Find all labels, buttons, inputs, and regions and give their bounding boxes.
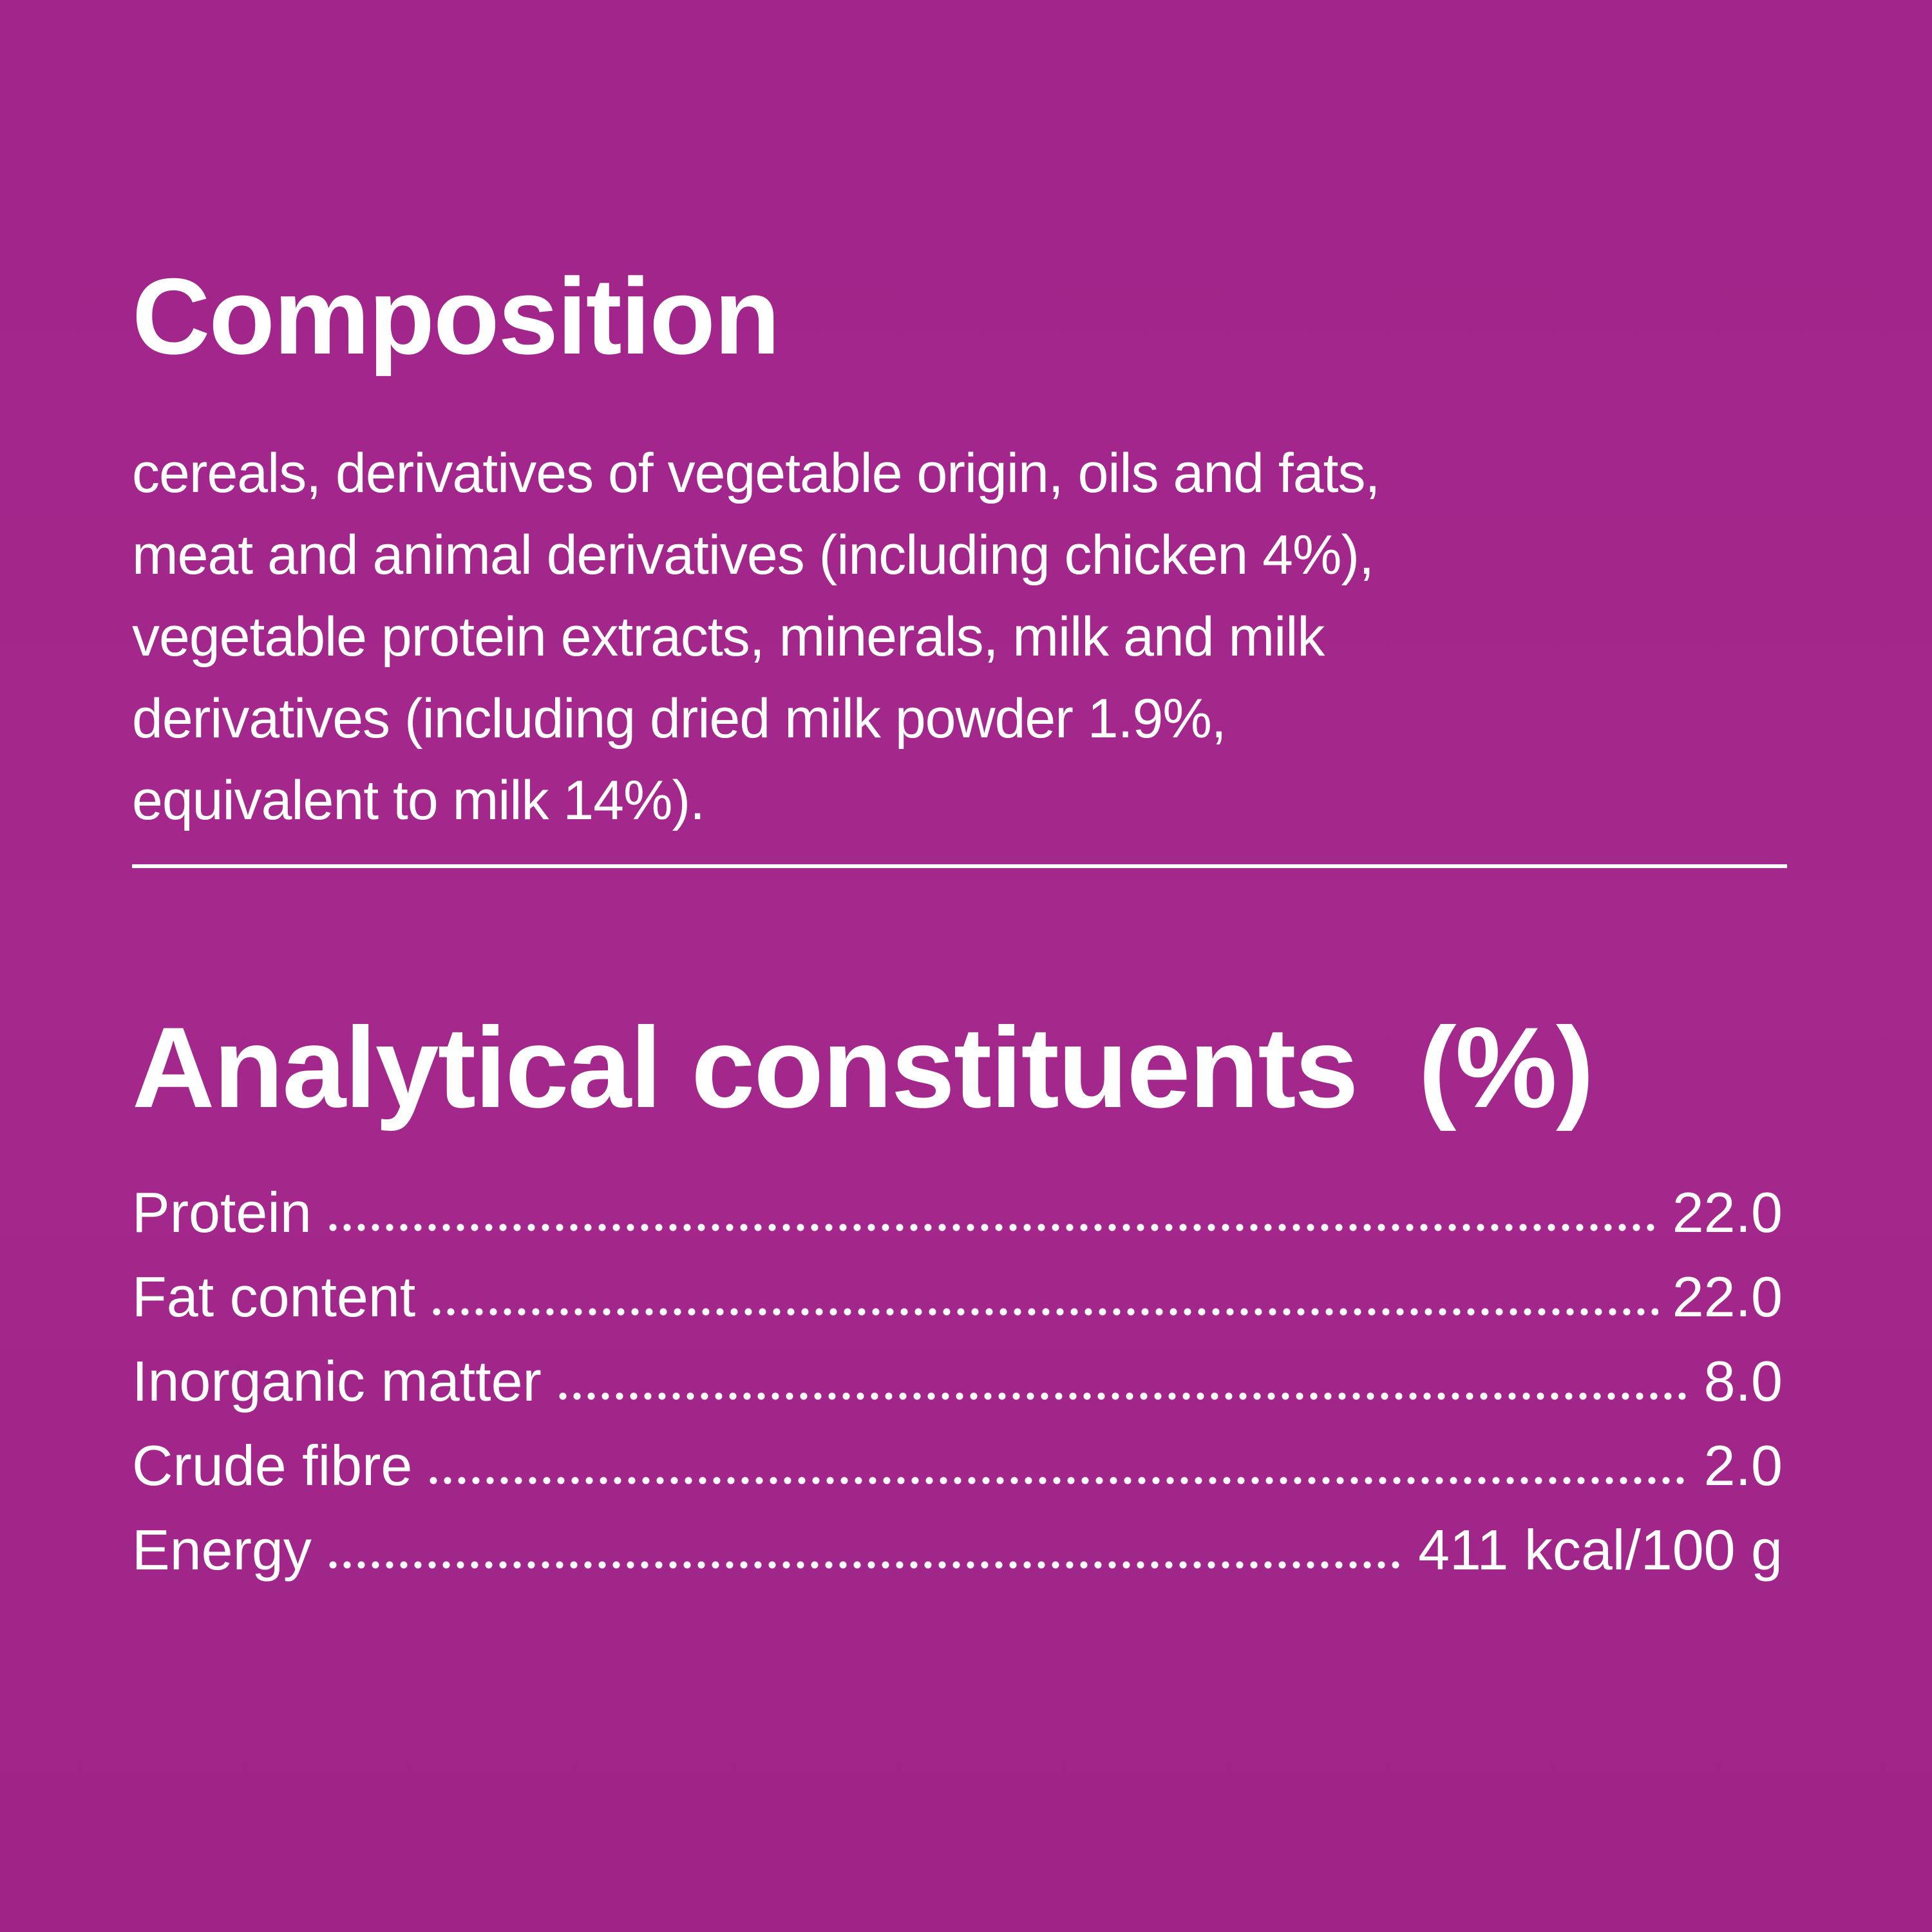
dot-leader [555, 1392, 1690, 1401]
composition-line: cereals, derivatives of vegetable origin… [132, 442, 1380, 504]
table-row: Protein 22.0 [132, 1180, 1783, 1264]
divider [132, 864, 1787, 868]
row-value: 411 kcal/100 g [1418, 1518, 1783, 1582]
row-label: Inorganic matter [132, 1349, 542, 1413]
dot-leader [430, 1307, 1658, 1316]
analytical-heading: Analytical constituents (%) [132, 1003, 1594, 1132]
row-label: Protein [132, 1180, 312, 1244]
dot-leader [426, 1476, 1690, 1485]
composition-text: cereals, derivatives of vegetable origin… [132, 433, 1380, 842]
row-value: 2.0 [1703, 1434, 1783, 1497]
composition-line: derivatives (including dried milk powder… [132, 688, 1227, 750]
table-row: Inorganic matter 8.0 [132, 1349, 1783, 1433]
row-label: Crude fibre [132, 1434, 413, 1497]
table-row: Fat content 22.0 [132, 1264, 1783, 1349]
analytical-table: Protein 22.0 Fat content 22.0 Inorganic ma… [132, 1180, 1783, 1602]
table-row: Energy 411 kcal/100 g [132, 1517, 1783, 1602]
row-label: Fat content [132, 1265, 416, 1329]
dot-leader [325, 1560, 1405, 1569]
row-label: Energy [132, 1518, 312, 1582]
composition-line: equivalent to milk 14%). [132, 770, 705, 831]
composition-heading: Composition [132, 256, 781, 377]
row-value: 8.0 [1703, 1349, 1783, 1413]
table-row: Crude fibre 2.0 [132, 1433, 1783, 1517]
dot-leader [325, 1223, 1658, 1232]
row-value: 22.0 [1672, 1265, 1783, 1329]
composition-line: meat and animal derivatives (including c… [132, 524, 1374, 586]
row-value: 22.0 [1672, 1180, 1783, 1244]
composition-line: vegetable protein extracts, minerals, mi… [132, 606, 1325, 668]
